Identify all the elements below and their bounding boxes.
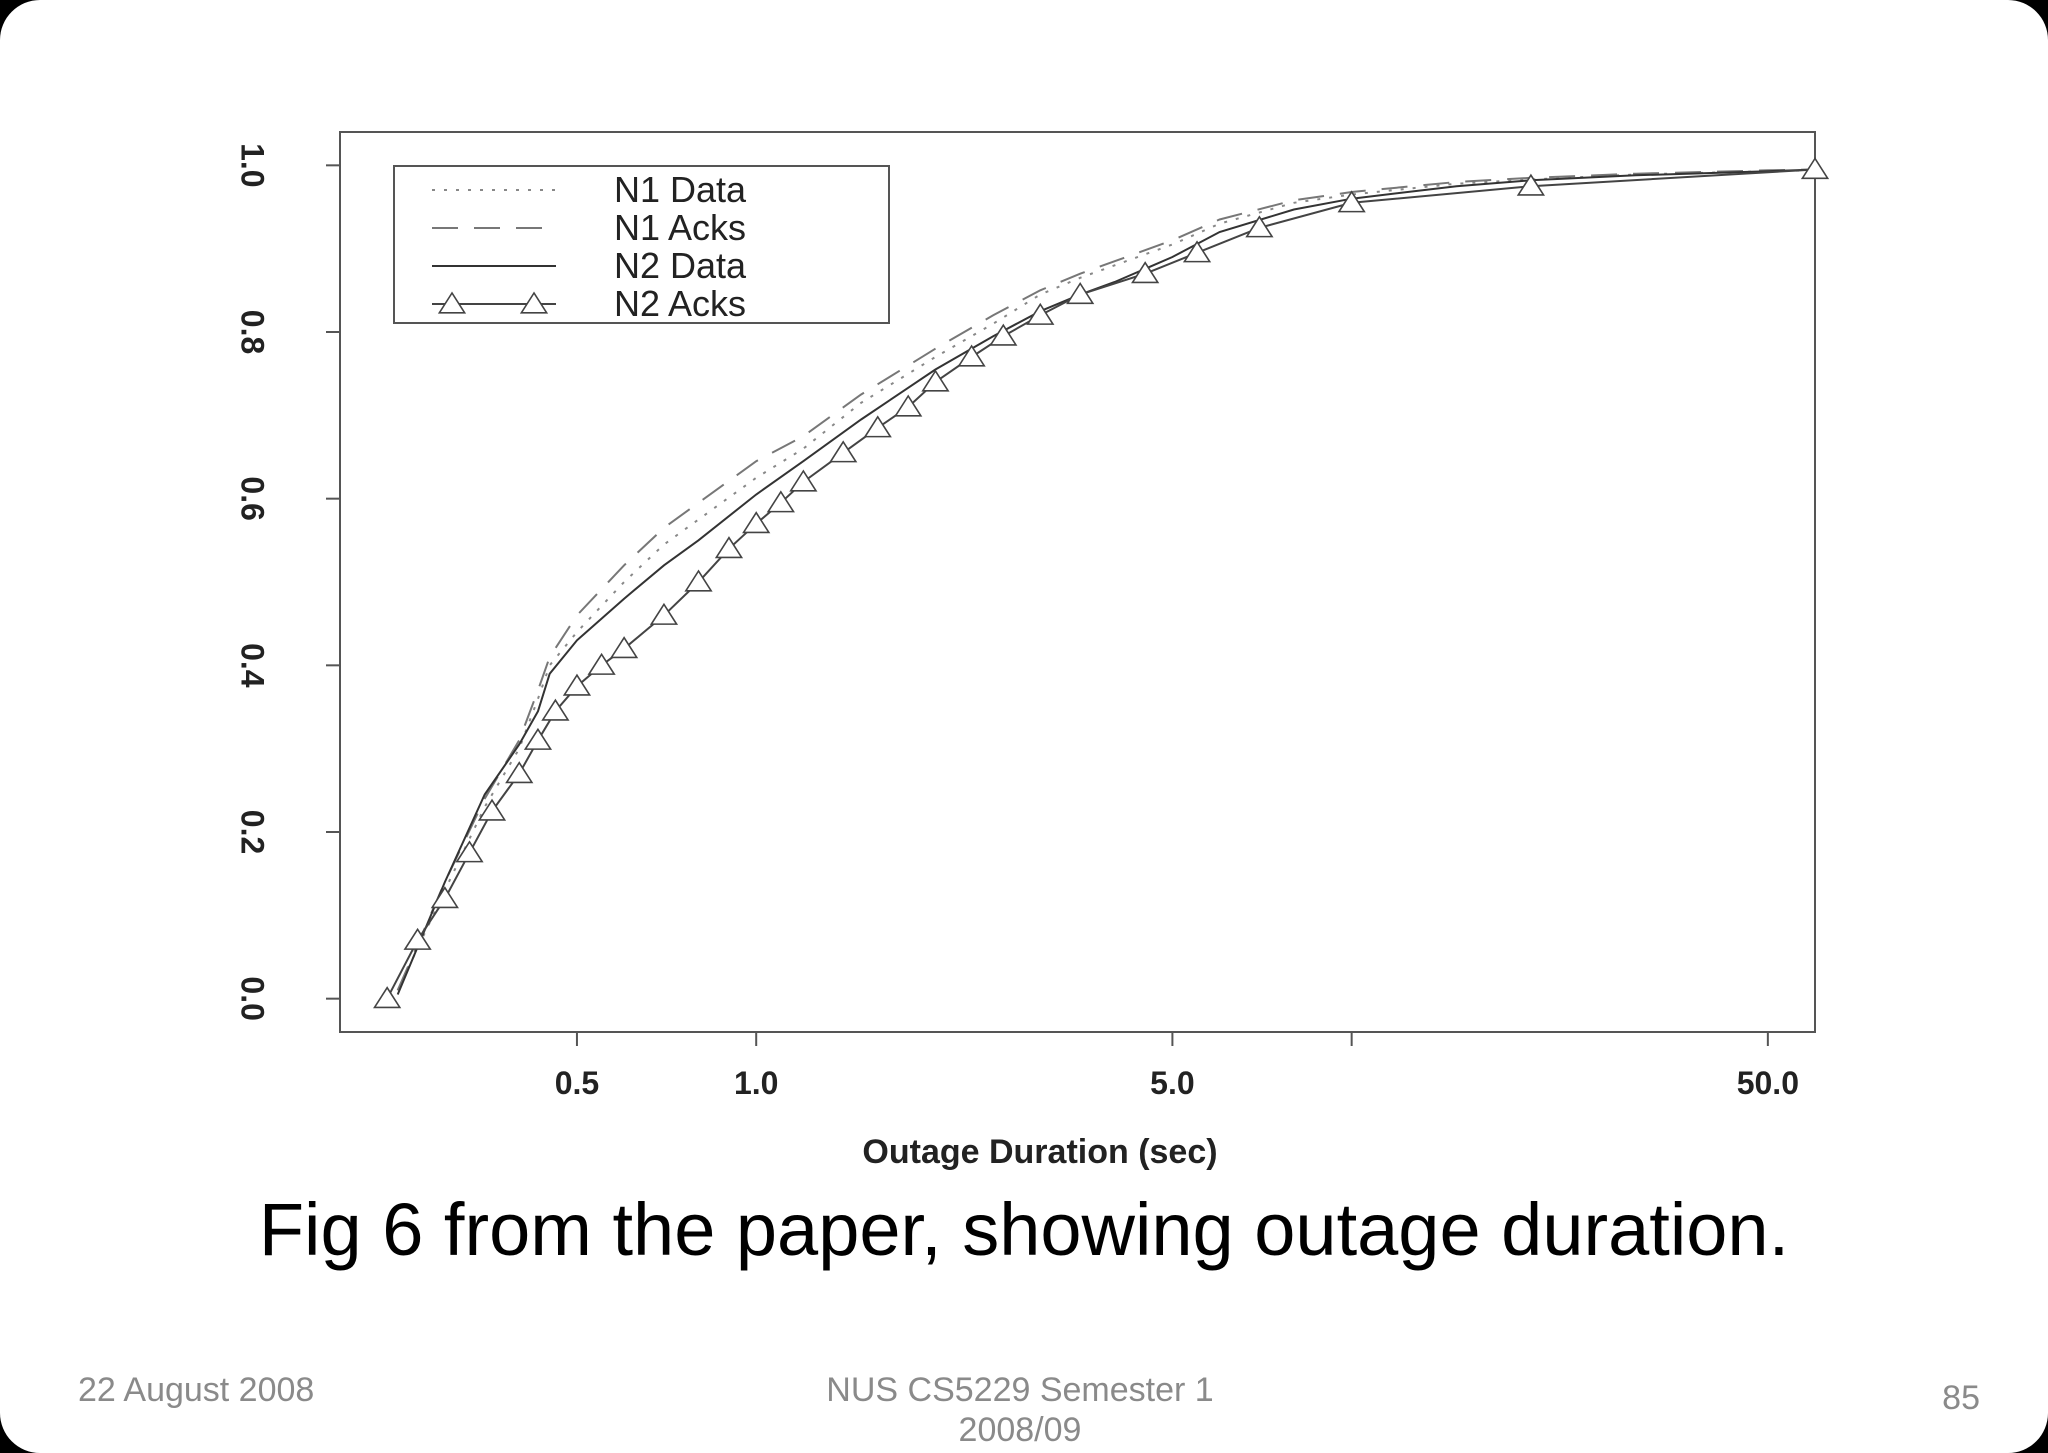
series-point: [541, 698, 570, 721]
x-tick-label: 1.0: [734, 1065, 778, 1101]
series-point: [649, 602, 679, 625]
series-point: [477, 798, 507, 821]
series-point: [1800, 157, 1830, 180]
series-point: [957, 344, 986, 367]
series-point: [714, 536, 744, 559]
footer-page-number: 85: [1942, 1379, 1980, 1417]
chart-axes: [339, 131, 1816, 1033]
cdf-chart: 0.5 1.0 5.0 50.00.00.20.40.60.81.0 N1 DataN…: [235, 131, 1830, 1171]
series-point: [373, 986, 402, 1009]
series-line-1: [396, 168, 1816, 991]
series-point: [1026, 302, 1055, 325]
series-point: [1516, 173, 1546, 196]
series-point: [989, 323, 1018, 346]
series-point: [863, 415, 892, 438]
series-point: [1245, 215, 1274, 238]
series-point: [789, 469, 818, 492]
series-point: [742, 511, 771, 534]
series-point: [1182, 240, 1212, 263]
series-point: [921, 369, 950, 392]
y-tick-label: 1.0: [235, 143, 271, 187]
series-point: [1131, 261, 1160, 284]
series-point: [1337, 190, 1366, 213]
series-point: [523, 727, 553, 750]
series-point: [455, 840, 484, 863]
series-point: [505, 761, 534, 784]
series-line-2: [396, 168, 1816, 995]
footer-course-line1: NUS CS5229 Semester 1: [826, 1371, 1214, 1409]
chart-series: [373, 157, 1830, 1009]
y-tick-label: 0.0: [235, 976, 271, 1020]
legend-label: N2 Data: [614, 245, 747, 286]
footer-date: 22 August 2008: [78, 1371, 315, 1409]
y-tick-label: 0.8: [235, 310, 271, 354]
footer-course: NUS CS5229 Semester 1 2008/09: [740, 1370, 1300, 1450]
series-point: [894, 394, 923, 417]
series-point: [684, 569, 713, 592]
legend-label: N2 Acks: [614, 283, 746, 324]
x-axis-label: Outage Duration (sec): [862, 1133, 1217, 1171]
series-point: [766, 490, 795, 513]
y-tick-label: 0.6: [235, 476, 271, 520]
chart-ticks: 0.5 1.0 5.0 50.0 0.0 0.2 0.4 0.6 0.8 1.0: [235, 143, 1799, 1101]
x-tick-label: 50.0: [1737, 1065, 1799, 1101]
plot-frame: [339, 131, 1816, 1033]
legend-label: N1 Data: [614, 169, 747, 210]
x-tick-label: 5.0: [1150, 1065, 1194, 1101]
y-tick-label: 0.2: [235, 810, 271, 854]
legend-marker: [437, 291, 467, 314]
series-point: [1066, 282, 1095, 305]
y-tick-label: 0.4: [235, 643, 271, 688]
legend-marker: [519, 291, 549, 314]
series-point: [829, 440, 858, 463]
slide-caption: Fig 6 from the paper, showing outage dur…: [258, 1188, 1790, 1271]
x-tick-label: 0.5: [555, 1065, 599, 1101]
series-point: [562, 673, 592, 696]
series-point: [430, 886, 459, 909]
legend-box: [393, 165, 890, 324]
series-point: [403, 927, 432, 950]
legend-label: N1 Acks: [614, 207, 746, 248]
footer-course-line2: 2008/09: [958, 1411, 1082, 1449]
series-point: [609, 636, 639, 659]
series-point: [587, 652, 616, 675]
